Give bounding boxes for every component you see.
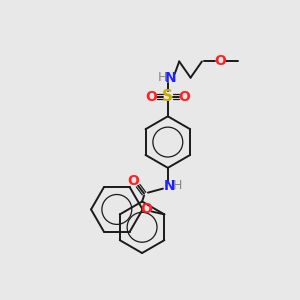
Text: O: O (179, 89, 190, 103)
Text: O: O (145, 89, 157, 103)
Text: S: S (162, 89, 173, 104)
Text: H: H (158, 71, 168, 84)
Text: O: O (214, 54, 226, 68)
Text: H: H (173, 179, 182, 192)
Text: N: N (165, 71, 177, 85)
Text: O: O (141, 202, 152, 216)
Text: N: N (164, 179, 176, 193)
Text: O: O (127, 174, 139, 188)
